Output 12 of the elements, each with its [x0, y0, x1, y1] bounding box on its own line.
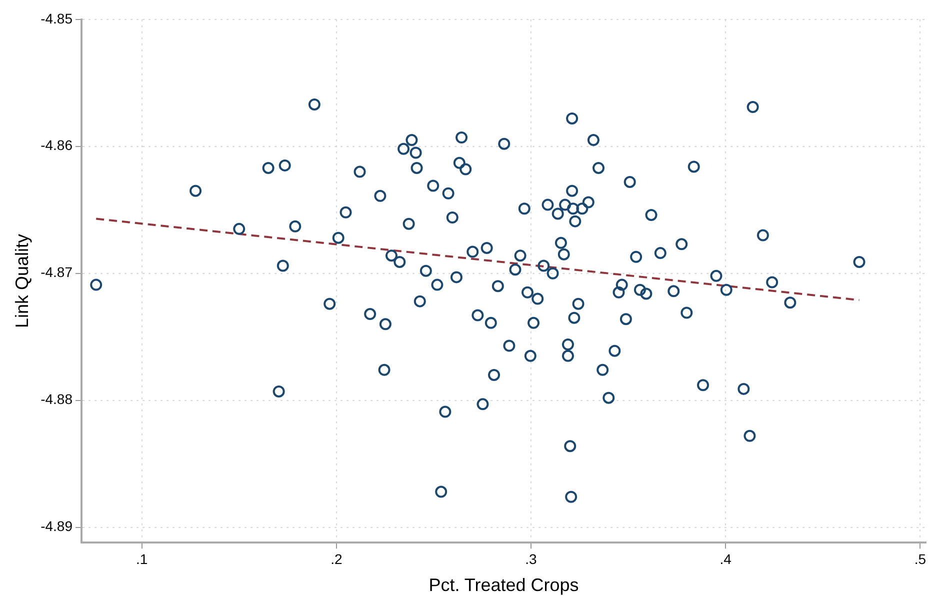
y-axis-title: Link Quality	[12, 234, 32, 328]
y-tick-label: -4.87	[40, 264, 73, 280]
y-tick-label: -4.89	[40, 518, 73, 534]
y-tick-label: -4.86	[40, 137, 73, 154]
y-tick-label: -4.88	[40, 391, 73, 408]
x-tick-label: .5	[914, 550, 926, 567]
x-tick-label: .1	[136, 550, 148, 567]
x-tick-label: .2	[330, 550, 342, 567]
y-tick-label: -4.85	[40, 10, 73, 26]
x-axis-title: Pct. Treated Crops	[428, 575, 579, 596]
x-tick-label: .4	[720, 550, 732, 567]
x-tick-label: .3	[525, 550, 538, 567]
